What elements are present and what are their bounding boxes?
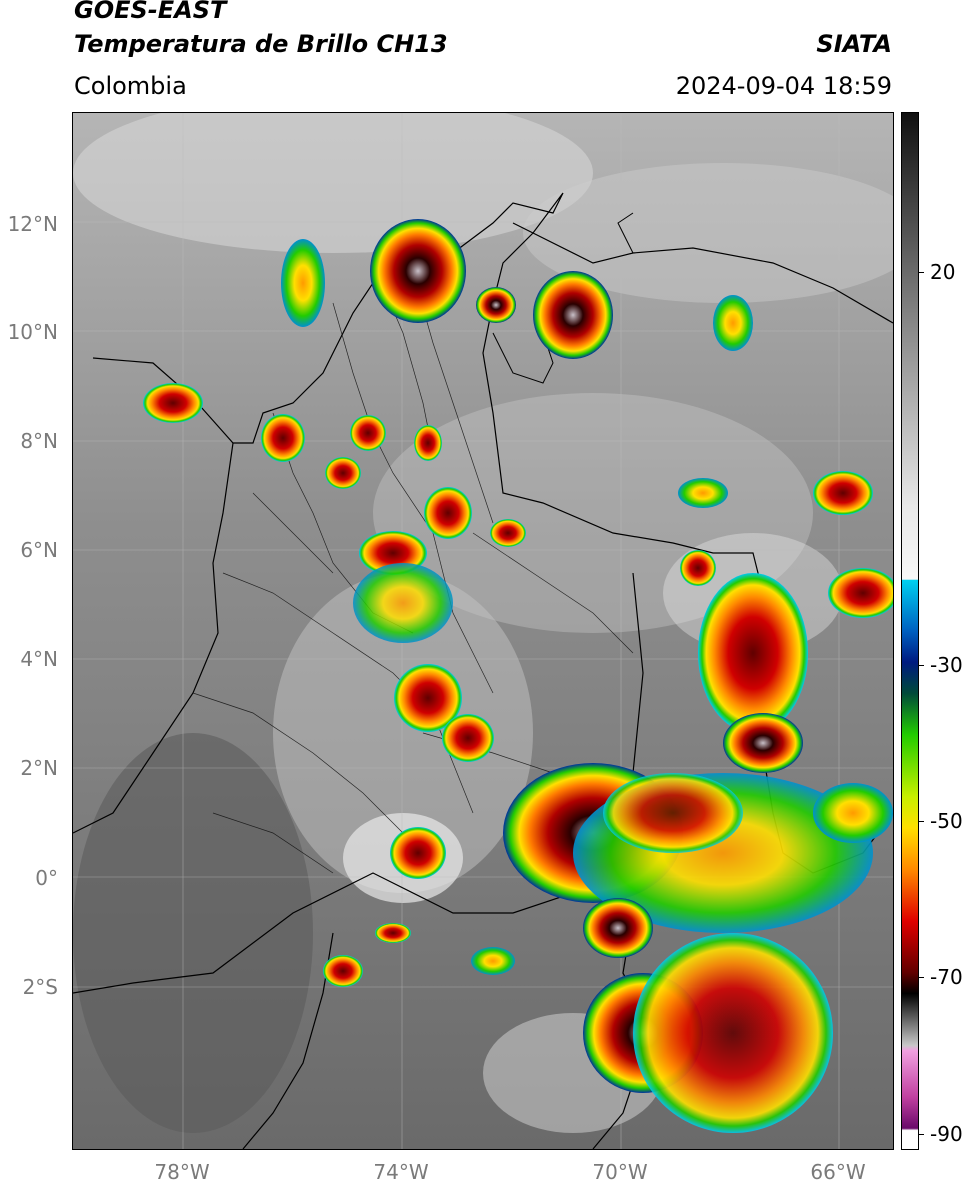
lat-label-2s: 2°S (22, 975, 58, 999)
colorbar-tick (918, 272, 924, 273)
lat-label-10n: 10°N (7, 320, 58, 344)
colorbar-label-20: 20 (930, 260, 956, 284)
organization-label: SIATA (816, 30, 892, 58)
datetime-label: 2024-09-04 18:59 (675, 72, 892, 100)
colorbar-label-minus30: -30 (930, 653, 963, 677)
product-title: Temperatura de Brillo CH13 (74, 30, 448, 58)
lat-label-0: 0° (35, 866, 58, 890)
satellite-map[interactable] (72, 112, 894, 1150)
region-label: Colombia (74, 72, 187, 100)
colorbar-label-minus90: -90 (930, 1122, 963, 1146)
colorbar-tick (918, 821, 924, 822)
colorbar-gradient (902, 113, 918, 1149)
lat-label-4n: 4°N (20, 647, 58, 671)
lon-label-70w: 70°W (592, 1160, 648, 1184)
colorbar-label-minus50: -50 (930, 809, 963, 833)
storm-cells (143, 219, 893, 1133)
colorbar-tick (918, 1134, 924, 1135)
lat-label-8n: 8°N (20, 429, 58, 453)
lat-label-6n: 6°N (20, 538, 58, 562)
satellite-title: GOES-EAST (74, 0, 227, 24)
satellite-imagery (73, 113, 893, 1149)
colorbar-label-minus70: -70 (930, 965, 963, 989)
lon-label-66w: 66°W (810, 1160, 866, 1184)
lon-label-74w: 74°W (373, 1160, 429, 1184)
temperature-colorbar (901, 112, 919, 1150)
lon-label-78w: 78°W (154, 1160, 210, 1184)
colorbar-tick (918, 665, 924, 666)
lat-label-12n: 12°N (7, 212, 58, 236)
colorbar-tick (918, 977, 924, 978)
lat-label-2n: 2°N (20, 756, 58, 780)
